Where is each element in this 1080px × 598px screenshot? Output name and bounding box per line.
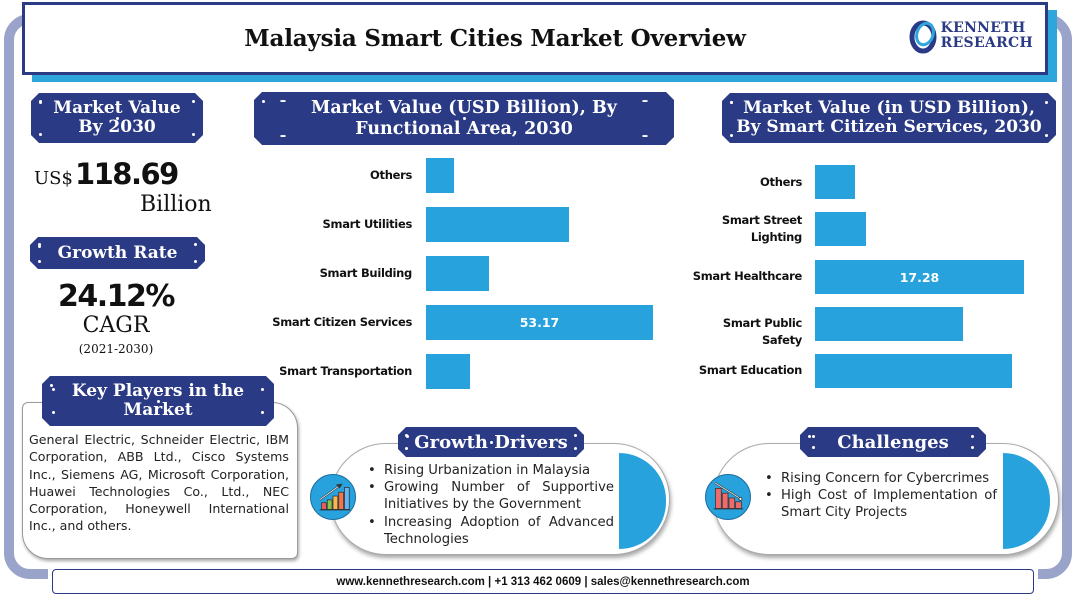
bar-label: Smart Utilities <box>322 217 413 231</box>
citizen-services-chart-title: Market Value (in USD Billion), By Smart … <box>722 93 1056 143</box>
footer-text: www.kennethresearch.com | +1 313 462 060… <box>336 575 750 588</box>
kenneth-research-logo-icon <box>909 20 937 54</box>
challenges-label: Challenges <box>800 427 986 457</box>
data-label: 17.28 <box>899 269 940 285</box>
bar-label: Others <box>760 175 802 189</box>
citizen-services-chart: Others Smart Street Lighting Smart Healt… <box>680 160 1080 395</box>
logo-line-2: RESEARCH <box>940 35 1033 51</box>
list-item: Rising Urbanization in Malaysia <box>366 462 614 479</box>
market-value-unit: Billion <box>140 192 212 217</box>
challenges-list: Rising Concern for Cybercrimes High Cost… <box>763 470 997 522</box>
decline-bar-chart-icon <box>713 481 744 510</box>
market-value: US$ 118.69 <box>34 157 179 191</box>
key-players-text: General Electric, Schneider Electric, IB… <box>29 432 289 534</box>
growth-rate-value: 24.12% <box>58 279 175 314</box>
growth-chart-icon-badge <box>310 474 356 520</box>
bar <box>815 307 963 341</box>
bar <box>815 165 855 199</box>
currency: US$ <box>34 168 73 189</box>
growth-drivers-list: Rising Urbanization in Malaysia Growing … <box>366 462 614 548</box>
growth-drivers-label: Growth Drivers <box>398 427 584 457</box>
bar-label: Smart Transportation <box>279 364 412 378</box>
growth-rate: 24.12% CAGR (2021-2030) <box>30 280 202 358</box>
data-label: 53.17 <box>519 315 560 330</box>
growth-rate-label: Growth Rate <box>30 237 205 269</box>
bar <box>426 256 489 291</box>
bar-label: Smart Citizen Services <box>272 315 412 329</box>
list-item: Rising Concern for Cybercrimes <box>763 470 997 487</box>
growth-rate-metric: CAGR <box>82 313 150 338</box>
functional-area-chart: Others Smart Utilities Smart Building Sm… <box>250 155 670 395</box>
growth-rate-period: (2021-2030) <box>78 342 154 356</box>
logo-line-1: KENNETH <box>940 20 1026 36</box>
market-value-number: 118.69 <box>74 157 179 191</box>
growth-bar-chart-icon <box>319 483 351 511</box>
bar-label: Smart Street Lighting <box>721 213 802 244</box>
list-item: Increasing Adoption of Advanced Technolo… <box>366 514 614 548</box>
bar-label: Smart Public Safety <box>722 316 802 347</box>
logo: KENNETH RESEARCH <box>909 18 1033 54</box>
decline-chart-icon-badge <box>705 474 751 520</box>
bar-label: Others <box>370 168 412 182</box>
bar: 53.17 <box>426 305 653 340</box>
bar <box>426 354 470 389</box>
bar <box>426 158 454 193</box>
bar-label: Smart Healthcare <box>692 269 803 283</box>
page-title: Malaysia Smart Cities Market Overview <box>244 25 746 52</box>
bar <box>815 212 866 246</box>
bar-label: Smart Education <box>698 363 802 377</box>
functional-area-chart-title: Market Value (USD Billion), By Functiona… <box>254 92 674 145</box>
key-players-label: Key Players in the Market <box>42 376 274 426</box>
key-players-card <box>22 402 298 559</box>
list-item: High Cost of Implementation of Smart Cit… <box>763 487 997 521</box>
list-item: Growing Number of Supportive Initiatives… <box>366 479 614 513</box>
bar <box>815 354 1012 388</box>
footer-contact: www.kennethresearch.com | +1 313 462 060… <box>52 569 1034 594</box>
bar-label: Smart Building <box>319 266 413 280</box>
bar: 17.28 <box>815 260 1024 294</box>
bar <box>426 207 569 242</box>
header: Malaysia Smart Cities Market Overview KE… <box>22 2 1048 75</box>
market-value-label: Market Value By 2030 <box>31 93 203 143</box>
